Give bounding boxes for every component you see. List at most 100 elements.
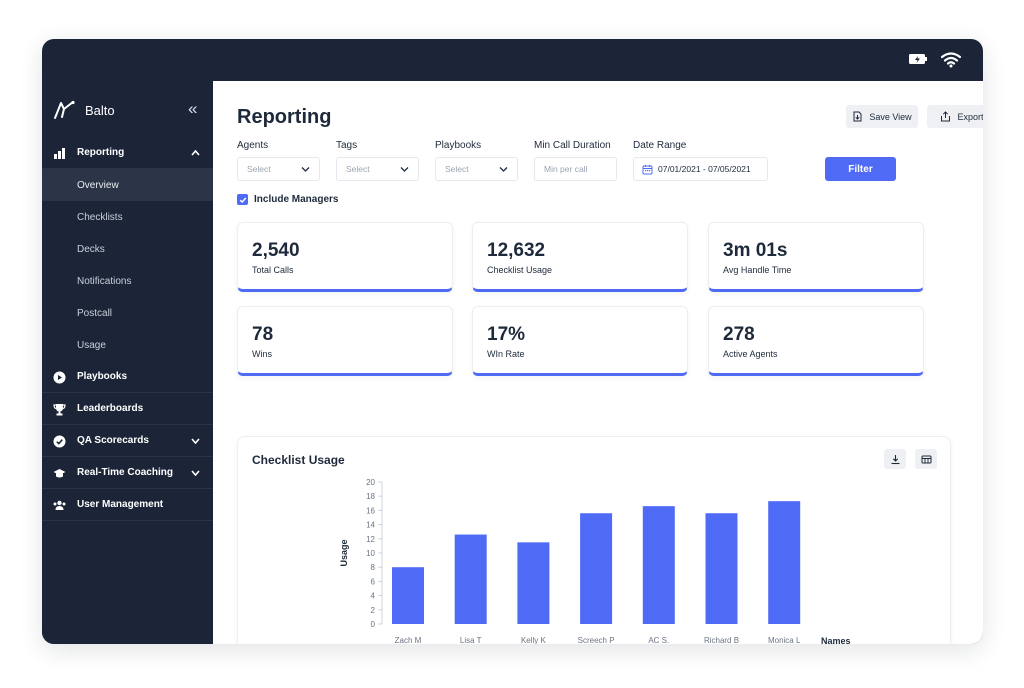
sidebar: Balto « Reporting Overview Checklists De… bbox=[42, 81, 213, 644]
chevron-down-icon bbox=[400, 167, 409, 172]
tags-select[interactable]: Select bbox=[336, 157, 419, 181]
kpi-card-total-calls: 2,540 Total Calls bbox=[237, 222, 453, 292]
playbooks-label: Playbooks bbox=[435, 140, 482, 151]
page-title: Reporting bbox=[237, 106, 332, 128]
kpi-value: 17% bbox=[487, 324, 526, 345]
sidebar-item-label: Reporting bbox=[77, 147, 125, 158]
checklist-usage-card: 0 2 4 6 8 10 12 14 16 18 20 Usage Zach M Lisa T Kelly … bbox=[237, 436, 951, 644]
chevron-down-icon bbox=[191, 470, 200, 477]
y-axis-title: Usage bbox=[339, 539, 349, 566]
kpi-value: 78 bbox=[252, 324, 274, 345]
users-icon bbox=[53, 500, 66, 510]
kpi-card-win-rate: 17% WIn Rate bbox=[472, 306, 688, 376]
kpi-label: Active Agents bbox=[723, 349, 778, 359]
calendar-icon bbox=[642, 164, 653, 174]
sidebar-item-label: Playbooks bbox=[77, 371, 128, 382]
y-tick-label: 10 bbox=[366, 549, 375, 558]
include-managers-checkbox[interactable]: Include Managers bbox=[237, 194, 338, 205]
sidebar-item-label: QA Scorecards bbox=[77, 435, 149, 446]
y-tick-label: 12 bbox=[366, 535, 375, 544]
sidebar-item-reporting[interactable]: Reporting bbox=[42, 137, 213, 169]
min-call-duration-label: Min Call Duration bbox=[534, 140, 611, 151]
download-icon bbox=[891, 454, 899, 464]
x-axis-title: Names bbox=[821, 636, 851, 644]
playbooks-select-value: Select bbox=[445, 164, 469, 174]
sidebar-subitem-checklists[interactable]: Checklists bbox=[77, 211, 123, 223]
sidebar-item-label: Real-Time Coaching bbox=[77, 467, 173, 478]
y-tick-label: 8 bbox=[371, 563, 376, 572]
collapse-sidebar-icon[interactable]: « bbox=[188, 99, 198, 118]
sidebar-item-label: Leaderboards bbox=[77, 403, 144, 414]
x-tick-label: Richard B bbox=[704, 636, 739, 644]
agents-label: Agents bbox=[237, 140, 269, 151]
date-range-label: Date Range bbox=[633, 140, 687, 151]
checklist-usage-chart: 0 2 4 6 8 10 12 14 16 18 20 Usage Zach M Lisa T Kelly … bbox=[339, 478, 851, 644]
bar-chart-icon bbox=[54, 148, 65, 159]
kpi-value: 278 bbox=[723, 324, 755, 345]
min-call-duration-input[interactable]: Min per call bbox=[534, 157, 617, 181]
kpi-label: Wins bbox=[252, 349, 272, 359]
y-tick-label: 0 bbox=[371, 620, 376, 629]
chevron-down-icon bbox=[191, 438, 200, 445]
bar-kelly-k bbox=[517, 542, 550, 624]
tags-select-value: Select bbox=[346, 164, 370, 174]
chevron-down-icon bbox=[301, 167, 310, 172]
sidebar-subitem-usage[interactable]: Usage bbox=[77, 339, 106, 351]
table-icon bbox=[921, 455, 931, 463]
sidebar-subitem-overview[interactable]: Overview bbox=[42, 169, 213, 201]
table-view-button[interactable] bbox=[915, 449, 937, 469]
y-tick-label: 20 bbox=[366, 478, 375, 487]
main-content: Reporting Save View Export Agents Select… bbox=[213, 81, 983, 644]
chart-title: Checklist Usage bbox=[252, 453, 345, 467]
sidebar-subitem-notifications[interactable]: Notifications bbox=[77, 275, 132, 287]
y-tick-label: 6 bbox=[371, 577, 376, 586]
kpi-value: 12,632 bbox=[487, 240, 546, 261]
trophy-icon bbox=[53, 404, 66, 416]
save-view-button[interactable]: Save View bbox=[846, 105, 918, 128]
sidebar-item-playbooks[interactable]: Playbooks bbox=[42, 361, 213, 393]
agents-select[interactable]: Select bbox=[237, 157, 320, 181]
playbooks-select[interactable]: Select bbox=[435, 157, 518, 181]
download-chart-button[interactable] bbox=[884, 449, 906, 469]
sidebar-item-real-time-coaching[interactable]: Real-Time Coaching bbox=[42, 457, 213, 489]
kpi-card-checklist-usage: 12,632 Checklist Usage bbox=[472, 222, 688, 292]
sidebar-subitem-decks[interactable]: Decks bbox=[77, 243, 105, 255]
kpi-label: WIn Rate bbox=[487, 349, 525, 359]
y-tick-label: 18 bbox=[366, 492, 375, 501]
sidebar-item-qa-scorecards[interactable]: QA Scorecards bbox=[42, 425, 213, 457]
checkbox-checked-icon[interactable] bbox=[237, 194, 248, 205]
date-range-picker[interactable]: 07/01/2021 - 07/05/2021 bbox=[633, 157, 768, 181]
save-view-label: Save View bbox=[869, 111, 912, 122]
agents-select-value: Select bbox=[247, 164, 271, 174]
x-tick-label: Screech P bbox=[578, 636, 615, 644]
balto-logo-icon bbox=[54, 100, 75, 119]
save-file-icon bbox=[853, 111, 862, 122]
sidebar-item-user-management[interactable]: User Management bbox=[42, 489, 213, 521]
filter-button[interactable]: Filter bbox=[825, 157, 896, 181]
sidebar-subitem-postcall[interactable]: Postcall bbox=[77, 307, 113, 319]
sidebar-item-label: User Management bbox=[77, 499, 164, 510]
kpi-label: Avg Handle Time bbox=[723, 265, 792, 275]
x-tick-label: AC S. bbox=[648, 636, 669, 644]
sidebar-item-leaderboards[interactable]: Leaderboards bbox=[42, 393, 213, 425]
bar-zach-m bbox=[392, 567, 424, 624]
kpi-label: Total Calls bbox=[252, 265, 294, 275]
brand-name: Balto bbox=[85, 102, 115, 118]
kpi-value: 3m 01s bbox=[723, 240, 788, 261]
chevron-up-icon bbox=[191, 149, 200, 156]
export-icon bbox=[941, 111, 951, 122]
top-bar bbox=[42, 39, 983, 81]
y-tick-label: 4 bbox=[371, 592, 376, 601]
chevron-down-icon bbox=[499, 167, 508, 172]
min-call-duration-placeholder: Min per call bbox=[544, 164, 588, 174]
kpi-value: 2,540 bbox=[252, 240, 300, 261]
x-tick-label: Kelly K bbox=[521, 636, 547, 644]
brand: Balto bbox=[53, 100, 115, 120]
bar-ac-s bbox=[642, 506, 675, 624]
kpi-card-avg-handle-time: 3m 01s Avg Handle Time bbox=[708, 222, 924, 292]
kpi-card-active-agents: 278 Active Agents bbox=[708, 306, 924, 376]
bar-richard-b bbox=[705, 513, 738, 624]
bar-monica-l bbox=[768, 501, 801, 624]
export-button[interactable]: Export bbox=[927, 105, 983, 128]
wifi-icon bbox=[941, 52, 961, 68]
